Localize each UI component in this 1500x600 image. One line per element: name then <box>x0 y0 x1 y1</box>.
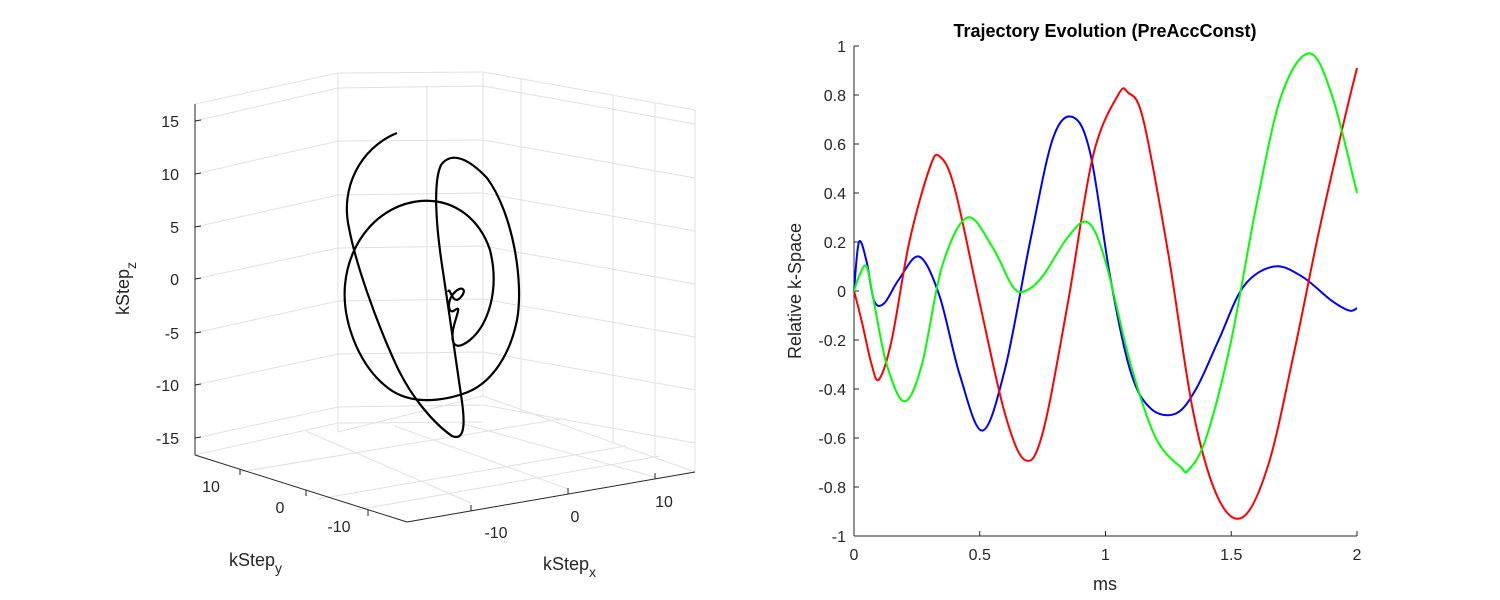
z-tick <box>195 226 201 227</box>
x-axis-label: ms <box>1093 574 1117 594</box>
y-tick-labels: 10 0 -10 <box>202 479 351 536</box>
trajectory-3d-plot: 15 10 5 0 -5 -10 -15 10 0 -10 -10 0 10 k… <box>113 72 695 580</box>
z-tick-label: 5 <box>170 220 179 237</box>
y-axis-line <box>195 455 407 522</box>
y-tick-label: 0.2 <box>824 235 846 252</box>
x-axis-line <box>407 472 695 522</box>
grid-line <box>395 426 568 489</box>
axes-3d <box>195 104 695 522</box>
series-line-red <box>854 68 1357 519</box>
series-line-blue <box>854 116 1357 430</box>
z-tick <box>195 173 201 174</box>
trajectory-3d-line <box>345 133 519 437</box>
trajectory-evolution-plot: Trajectory Evolution (PreAccConst) 0 0.5 1… <box>785 21 1362 594</box>
z-axis-label-main: kStep <box>113 269 133 315</box>
y-tick-label: 0 <box>276 500 285 517</box>
grid-line <box>483 72 695 110</box>
x-axis-label-main: kStep <box>543 554 589 574</box>
y-tick-label: 10 <box>202 479 220 496</box>
z-tick <box>195 278 201 279</box>
x-tick-label: 2 <box>1353 547 1362 564</box>
y-tick-label: 0.6 <box>824 137 846 154</box>
grid-line <box>195 299 695 337</box>
y-tick-label: 0 <box>837 284 846 301</box>
z-tick-label: -10 <box>156 378 179 395</box>
grid-line <box>195 193 695 231</box>
x-tick-label: 1.5 <box>1220 547 1242 564</box>
z-tick-label: -5 <box>165 326 179 343</box>
chart-title: Trajectory Evolution (PreAccConst) <box>953 21 1256 41</box>
y-tick-label: -0.4 <box>818 382 846 399</box>
z-tick <box>195 384 201 385</box>
z-tick <box>195 332 201 333</box>
grid-line <box>338 72 483 73</box>
y-axis-label-main: kStep <box>229 550 275 570</box>
z-tick-label: -15 <box>156 431 179 448</box>
grid-line <box>240 419 560 472</box>
tick-labels: 0 0.5 1 1.5 2 1 0.8 0.6 0.4 0.2 0 -0.2 -0.4 -0.6 -0.8 -… <box>818 39 1361 564</box>
z-tick-label: 15 <box>161 114 179 131</box>
z-tick-labels: 15 10 5 0 -5 -10 -15 <box>156 114 179 448</box>
x-axis-label-sub: x <box>589 564 596 580</box>
z-tick-label: 10 <box>161 167 179 184</box>
x-tick-label: 0 <box>850 547 859 564</box>
x-tick-label: 0 <box>571 509 580 526</box>
grid-line <box>195 352 695 390</box>
x-tick-label: 10 <box>655 494 673 511</box>
z-tick-label: 0 <box>170 272 179 289</box>
z-tick <box>195 120 201 121</box>
grid-line <box>195 405 695 443</box>
y-tick-label: -10 <box>327 519 350 536</box>
grid-line <box>195 86 695 124</box>
y-tick-label: 1 <box>837 39 846 56</box>
z-tick <box>195 437 201 438</box>
series-lines <box>854 53 1357 518</box>
grid-line <box>356 456 660 510</box>
y-axis-label: Relative k-Space <box>785 223 805 359</box>
y-axis-label-sub: y <box>275 560 282 576</box>
z-axis-label-sub: z <box>123 262 139 269</box>
grid-line <box>460 423 655 477</box>
y-axis-label: kStepy <box>229 550 282 576</box>
x-tick-label: 1 <box>1101 547 1110 564</box>
y-tick-label: -1 <box>832 529 846 546</box>
grid-line <box>195 140 695 178</box>
y-tick-label: -0.8 <box>818 480 846 497</box>
y-tick-label: 0.4 <box>824 186 846 203</box>
y-tick-label: -0.6 <box>818 431 846 448</box>
grid-line <box>306 431 471 503</box>
grid-line <box>195 73 338 104</box>
y-tick-label: 0.8 <box>824 88 846 105</box>
y-tick-label: -0.2 <box>818 333 846 350</box>
x-tick-label: 0.5 <box>969 547 991 564</box>
z-axis-label: kStepz <box>113 262 139 315</box>
x-axis-label: kStepx <box>543 554 596 580</box>
grid-line <box>483 396 695 472</box>
x-tick-labels: -10 0 10 <box>484 494 673 542</box>
x-tick-label: -10 <box>484 525 507 542</box>
grid-line <box>195 423 338 455</box>
